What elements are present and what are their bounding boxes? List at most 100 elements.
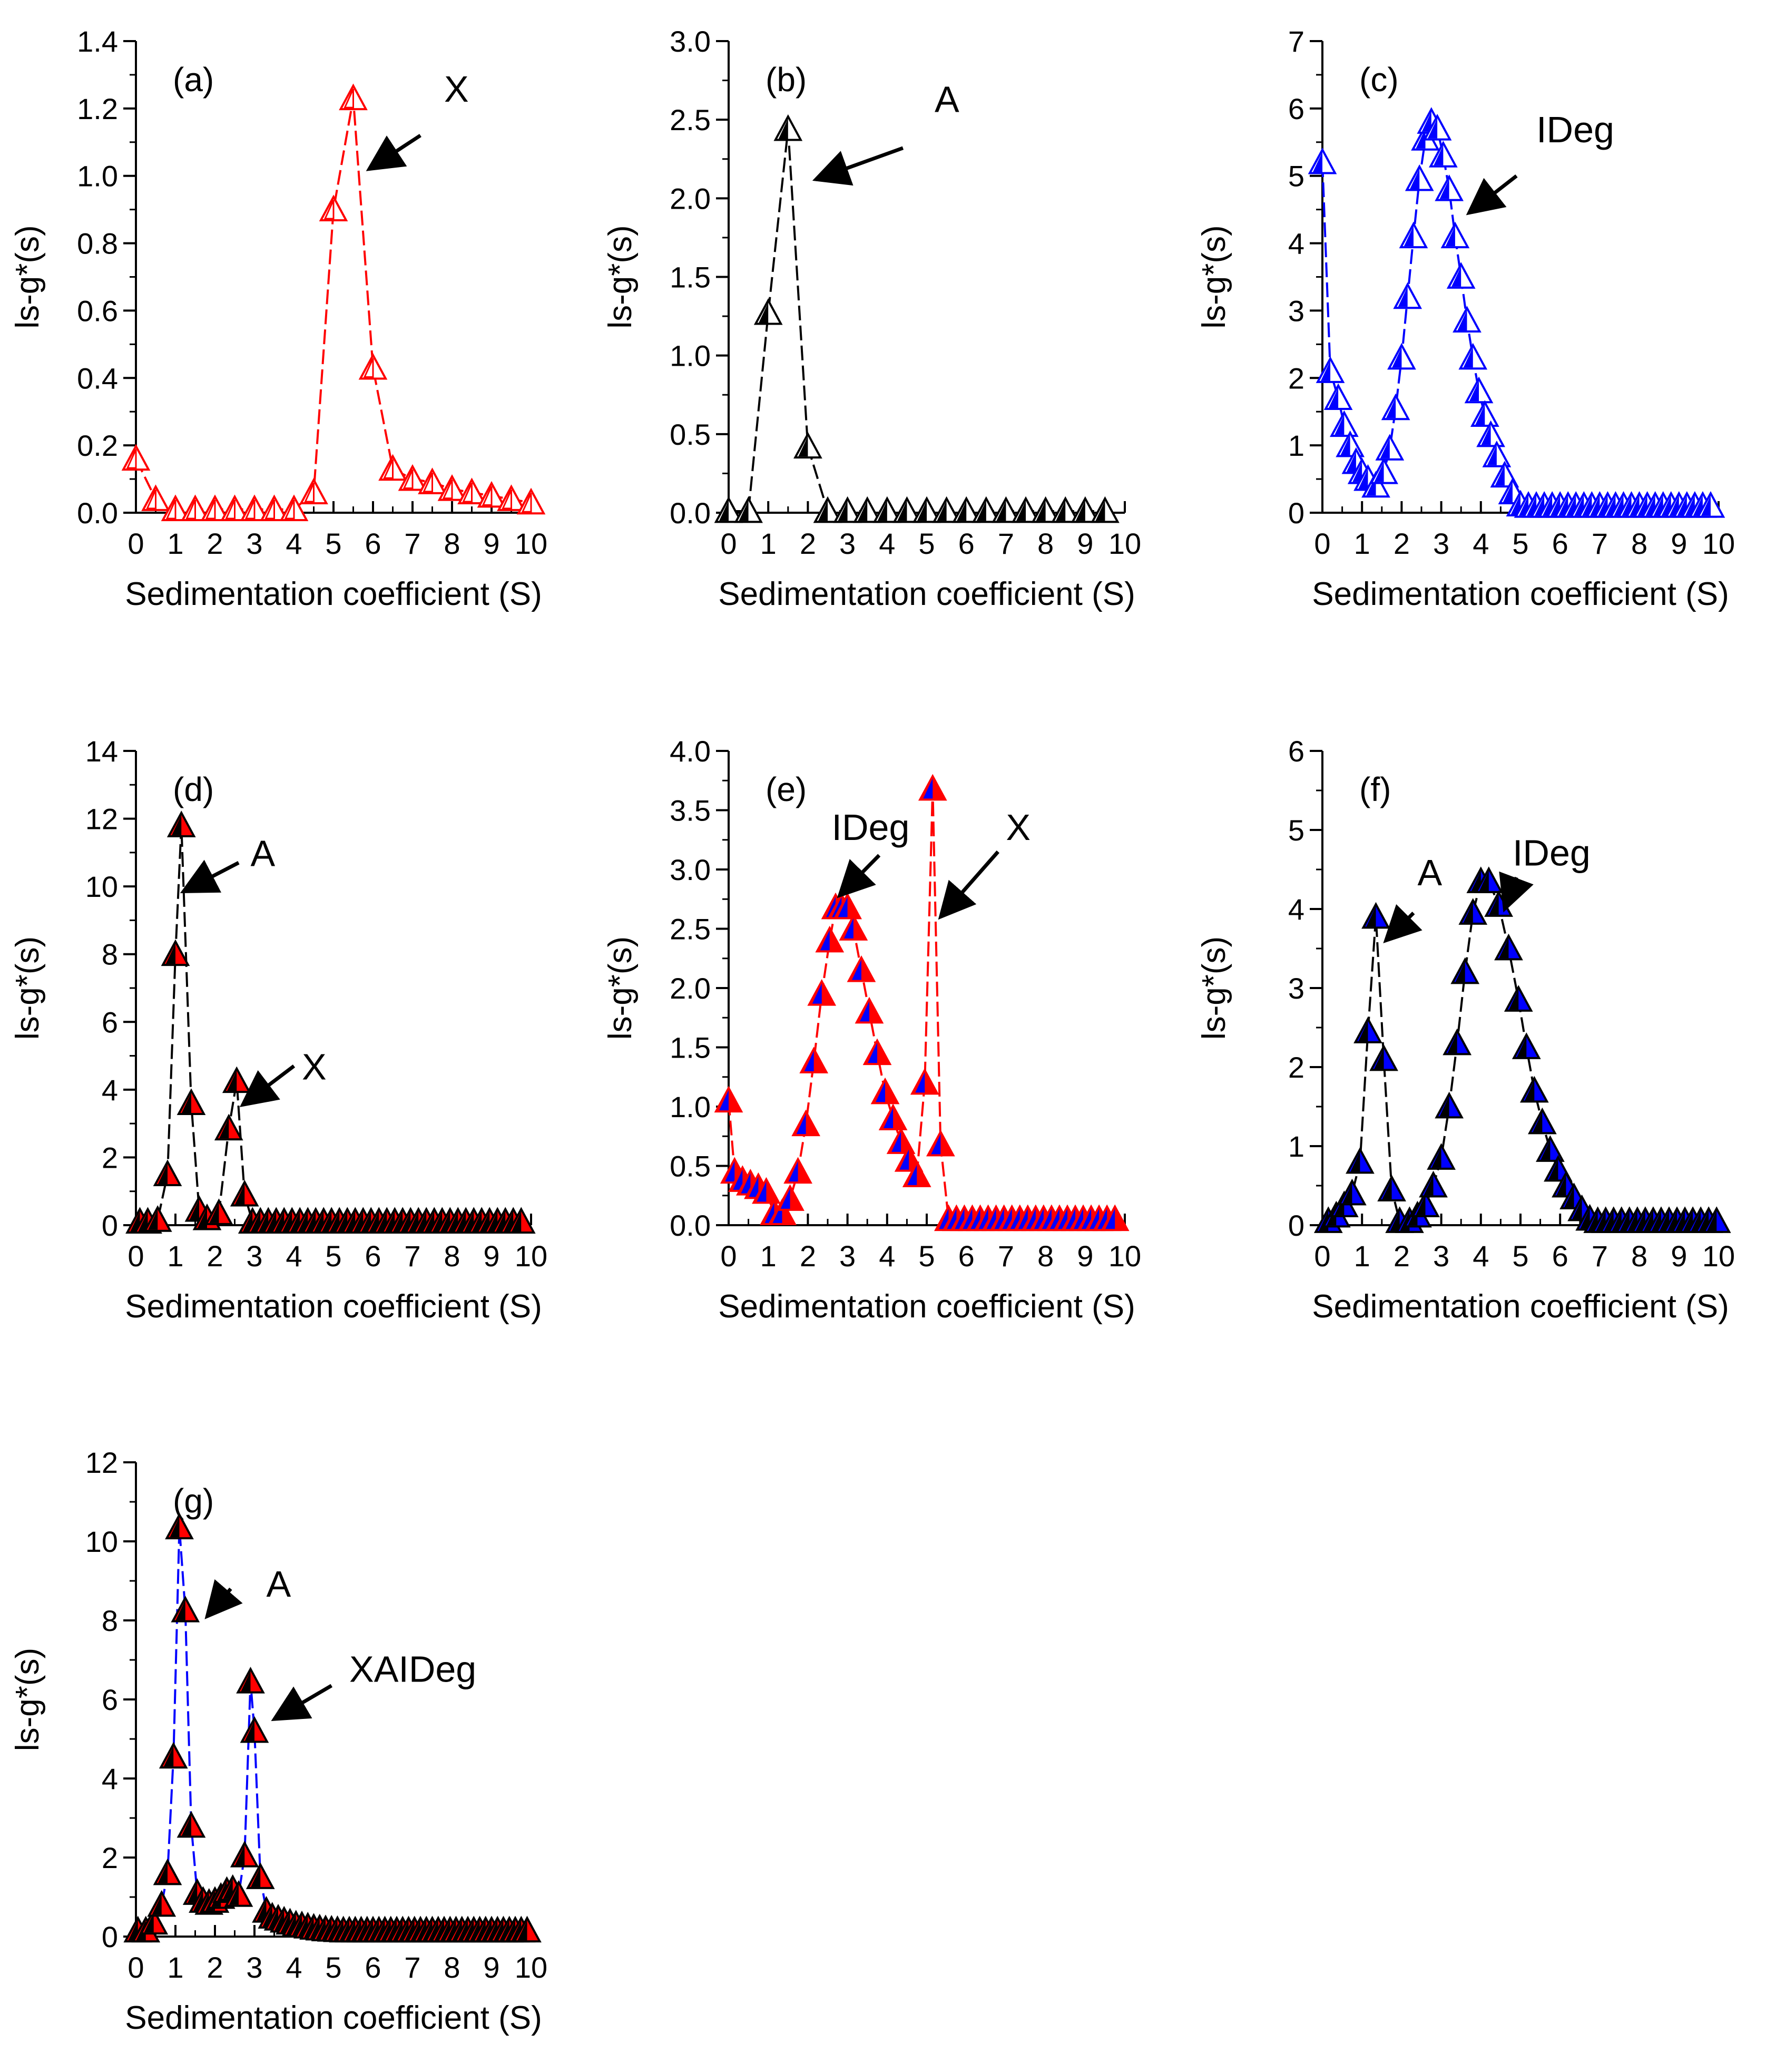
data-point-4: [793, 432, 822, 459]
x-tick-label: 4: [286, 1239, 302, 1273]
x-tick-label: 10: [515, 1951, 547, 1984]
x-tick-label: 0: [127, 1239, 144, 1273]
x-axis-label: Sedimentation coefficient (S): [125, 2000, 542, 2036]
x-tick-label: 9: [1671, 527, 1687, 560]
series-line: [1321, 120, 1711, 507]
y-tick-label: 2: [102, 1141, 118, 1174]
y-tick-label: 0.0: [670, 1209, 711, 1242]
data-point-13: [1504, 985, 1533, 1012]
annotation-arrow: [239, 1064, 296, 1108]
annotation-arrow: [1466, 174, 1518, 216]
data-point-15: [1519, 1076, 1549, 1103]
data-point-20: [1435, 174, 1464, 201]
data-point-16: [224, 1880, 253, 1907]
data-point-17: [230, 1841, 259, 1868]
y-tick-label: 0.8: [77, 227, 118, 260]
data-point-5: [1353, 1017, 1382, 1043]
data-point-19: [1429, 141, 1458, 168]
data-point-10: [214, 1113, 243, 1141]
x-tick-label: 0: [720, 527, 737, 560]
y-tick-label: 0: [102, 1920, 118, 1953]
data-point-2: [753, 298, 783, 325]
panel-label: (e): [766, 770, 807, 808]
data-point-21: [870, 1077, 900, 1105]
x-tick-label: 7: [1592, 527, 1608, 560]
y-tick-label: 1.0: [670, 1090, 711, 1123]
data-point-7: [1450, 957, 1480, 984]
data-point-1: [141, 484, 170, 511]
data-point-18: [477, 481, 506, 508]
x-tick-label: 3: [839, 527, 856, 560]
panel-label: (b): [766, 61, 807, 99]
x-axis-label: Sedimentation coefficient (S): [718, 1288, 1135, 1325]
data-point-28: [926, 1129, 955, 1157]
x-tick-label: 8: [1037, 1239, 1054, 1273]
data-point-20: [246, 1862, 275, 1889]
x-tick-label: 7: [998, 1239, 1014, 1273]
x-axis-label: Sedimentation coefficient (S): [1312, 576, 1729, 612]
y-tick-label: 12: [85, 1446, 118, 1479]
annotation-label: X: [302, 1047, 327, 1088]
y-tick-label: 2.0: [670, 972, 711, 1005]
x-tick-label: 0: [1314, 1239, 1330, 1273]
data-point-6: [240, 494, 269, 522]
data-point-9: [892, 496, 921, 523]
data-point-8: [872, 496, 902, 523]
y-tick-label: 0.0: [77, 496, 118, 530]
x-tick-label: 1: [1354, 527, 1370, 560]
x-tick-label: 4: [879, 1239, 895, 1273]
x-tick-label: 2: [207, 1951, 223, 1984]
y-tick-label: 10: [85, 1525, 118, 1558]
y-tick-label: 1.5: [670, 261, 711, 294]
x-tick-label: 3: [839, 1239, 856, 1273]
y-tick-label: 0: [1288, 496, 1304, 530]
data-point-19: [240, 1716, 269, 1743]
y-tick-label: 2.0: [670, 182, 711, 215]
data-point-2: [1323, 383, 1353, 411]
data-point-14: [398, 464, 427, 491]
x-tick-label: 4: [1473, 1239, 1489, 1273]
data-point-1: [734, 496, 763, 523]
data-point-28: [1482, 441, 1512, 467]
y-tick-label: 4: [1288, 893, 1304, 926]
x-tick-label: 1: [167, 1951, 183, 1984]
data-point-29: [1490, 461, 1519, 488]
x-tick-label: 7: [998, 527, 1014, 560]
data-point-19: [1091, 496, 1120, 523]
x-tick-label: 4: [286, 1951, 302, 1984]
series-g-0: [123, 1512, 542, 1943]
x-axis-label: Sedimentation coefficient (S): [125, 1288, 542, 1325]
x-tick-label: 3: [1433, 1239, 1449, 1273]
data-point-7: [260, 494, 289, 522]
annotation-arrow: [180, 859, 240, 894]
data-point-11: [339, 83, 368, 111]
data-point-55: [1696, 491, 1725, 518]
data-point-5: [166, 810, 196, 837]
data-point-14: [992, 496, 1021, 523]
data-point-0: [714, 1086, 743, 1113]
data-point-10: [1375, 434, 1405, 461]
data-point-9: [783, 1157, 812, 1184]
annotation-arrow: [204, 1579, 243, 1619]
annotation-arrow: [1499, 871, 1534, 913]
y-tick-label: 6: [102, 1683, 118, 1716]
data-point-11: [932, 496, 961, 523]
data-point-19: [497, 484, 526, 511]
data-point-0: [1308, 147, 1337, 174]
data-point-47: [506, 1207, 536, 1234]
y-tick-label: 1.4: [77, 25, 118, 58]
series-line: [135, 98, 532, 511]
series-e-0: [714, 774, 1130, 1232]
data-point-16: [1031, 496, 1060, 523]
series-line: [729, 129, 1105, 513]
y-tick-label: 3: [1288, 294, 1304, 327]
data-point-9: [299, 477, 328, 505]
series-b-0: [714, 114, 1120, 523]
y-tick-label: 2: [1288, 1051, 1304, 1084]
data-point-0: [714, 496, 743, 523]
data-point-24: [1458, 343, 1488, 370]
data-point-50: [1100, 1204, 1130, 1232]
data-point-6: [833, 496, 862, 523]
data-point-11: [799, 1047, 829, 1073]
data-point-4: [153, 1858, 182, 1885]
